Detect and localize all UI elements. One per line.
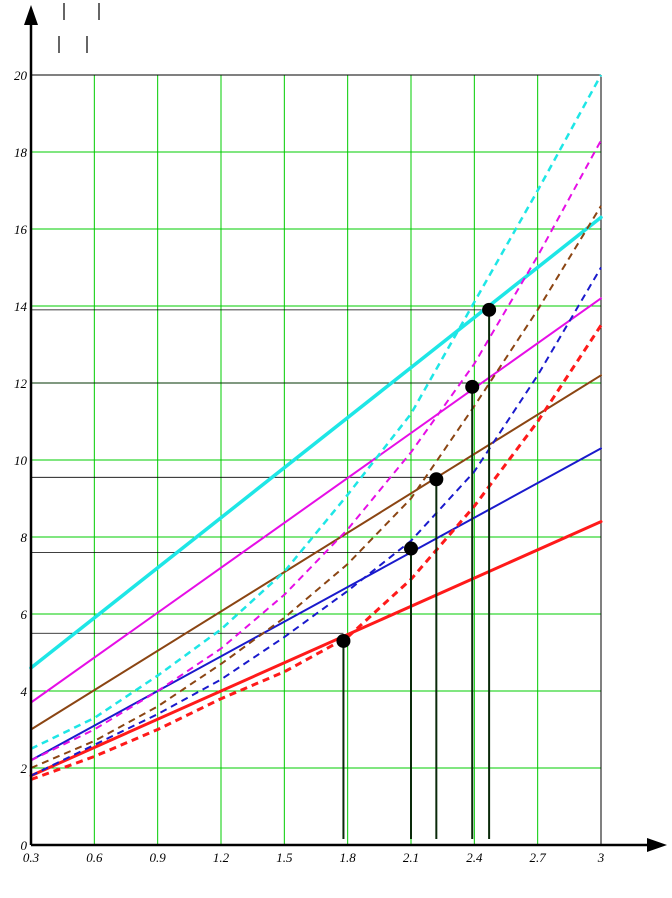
x-axis-arrow [647, 838, 667, 852]
y-tick-label: 16 [14, 222, 28, 237]
x-tick-label: 2.4 [466, 850, 483, 865]
x-tick-label: 1.8 [340, 850, 357, 865]
y-tick-labels: 0 2 4 6 8 10 12 14 16 18 20 [14, 68, 28, 853]
label-marks [58, 3, 100, 53]
vertical-drop-lines [342, 309, 491, 839]
series-line-solid [30, 297, 602, 704]
x-tick-label: 2.1 [403, 850, 419, 865]
intersection-point [429, 472, 444, 487]
series-line-solid [29, 520, 603, 778]
axes [24, 5, 667, 852]
x-tick-labels: 0.3 0.6 0.9 1.2 1.5 1.8 2.1 2.4 2.7 3 [23, 850, 605, 865]
x-tick-label: 1.5 [276, 850, 293, 865]
series-group [29, 74, 603, 781]
y-tick-label: 10 [14, 453, 28, 468]
x-tick-label: 1.2 [213, 850, 230, 865]
guide-lines [31, 309, 490, 634]
series-line-dashed [30, 266, 602, 777]
y-tick-label: 2 [21, 761, 28, 776]
series-line-solid [30, 374, 602, 731]
y-tick-label: 4 [21, 684, 28, 699]
x-tick-label: 0.6 [86, 850, 103, 865]
intersection-point [404, 541, 418, 556]
y-tick-label: 12 [14, 376, 28, 391]
series-line-dashed [30, 205, 602, 769]
y-tick-label: 20 [14, 68, 28, 83]
intersection-points [336, 302, 497, 648]
x-tick-label: 2.7 [530, 850, 547, 865]
grid [30, 74, 602, 846]
y-tick-label: 0 [21, 838, 28, 853]
series-line-dashed [30, 324, 603, 781]
y-tick-label: 18 [14, 145, 28, 160]
y-tick-label: 6 [21, 607, 28, 622]
series-line-dashed [30, 139, 602, 762]
series-line-solid [30, 447, 602, 762]
intersection-point [336, 633, 351, 648]
x-tick-label: 0.9 [150, 850, 167, 865]
y-tick-label: 14 [14, 299, 28, 314]
series-line-dashed [30, 74, 603, 750]
intersection-point [465, 379, 480, 394]
series-line-solid [29, 215, 603, 670]
y-axis-arrow [24, 5, 38, 25]
x-tick-label: 3 [597, 850, 605, 865]
y-tick-label: 8 [21, 530, 28, 545]
intersection-point [482, 302, 497, 317]
x-tick-label: 0.3 [23, 850, 40, 865]
